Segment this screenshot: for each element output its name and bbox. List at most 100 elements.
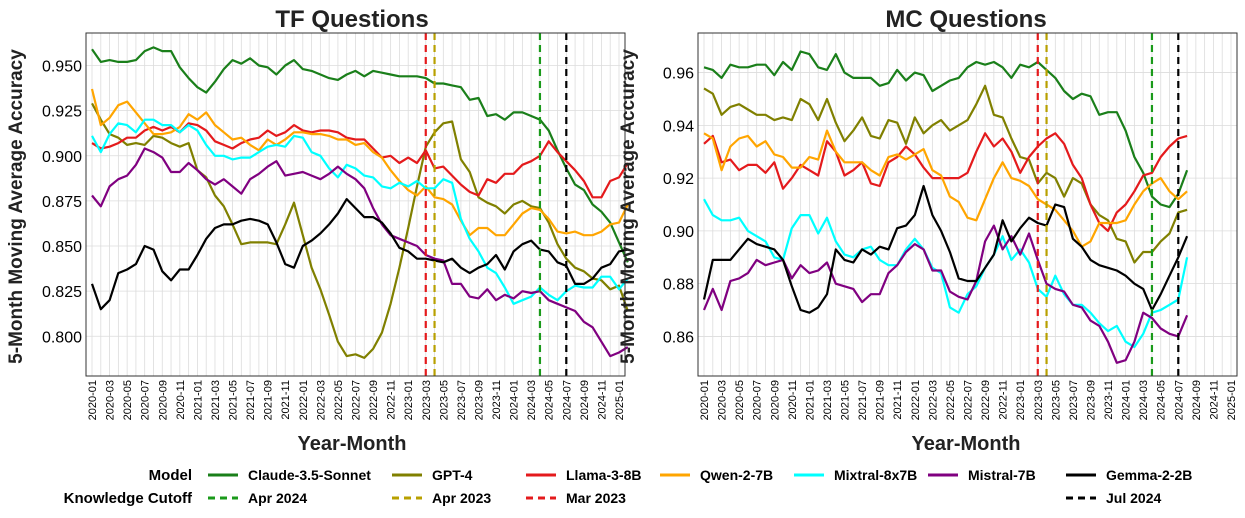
series-line-claude-3-5-sonnet [91,46,629,263]
x-tick-label: 2022-01 [910,380,922,420]
y-axis-label: 5-Month Moving Average Accuracy [618,49,639,364]
x-tick-label: 2023-05 [1050,380,1062,420]
x-tick-label: 2021-09 [263,380,275,420]
x-tick-label: 2021-09 [875,380,887,420]
legend-label-cutoff-apr-2023: Apr 2023 [432,490,491,506]
x-tick-label: 2021-03 [210,380,222,420]
x-tick-label: 2022-01 [298,380,310,420]
x-tick-label: 2022-03 [315,380,327,420]
legend-label-mistral-7b: Mistral-7B [968,467,1036,483]
x-tick-label: 2021-11 [280,380,292,420]
x-tick-label: 2022-09 [980,380,992,420]
x-tick-label: 2022-07 [351,380,363,420]
y-tick-label: 0.950 [42,58,82,75]
series-line-qwen-2-7b [703,129,1188,248]
y-tick-label: 0.88 [663,277,694,294]
chart-mc: 0.86 0.88 0.90 0.92 0.94 0.96 2020-01 2020-03 20… [618,6,1238,455]
legend-label-cutoff-apr-2024: Apr 2024 [248,490,307,506]
x-tick-label: 2024-01 [1121,380,1133,420]
x-tick-label: 2020-01 [87,380,99,420]
x-tick-label: 2021-11 [892,380,904,420]
x-tick-label: 2021-05 [228,380,240,420]
x-tick-label: 2024-11 [1208,380,1220,420]
series-line-llama-3-8b [703,132,1188,232]
x-tick-label: 2021-01 [192,380,204,420]
y-tick-label: 0.825 [42,284,82,301]
series-line-mixtral-8x7b [91,118,629,305]
x-tick-label: 2023-03 [421,380,433,420]
series-line-mistral-7b [91,147,629,358]
x-tick-label: 2023-07 [1068,380,1080,420]
x-tick-label: 2022-11 [386,380,398,420]
x-tick-label: 2020-09 [769,380,781,420]
x-tick-label: 2020-11 [175,380,187,420]
x-tick-label: 2020-03 [105,380,117,420]
y-tick-label: 0.90 [663,224,694,241]
legend: Model Knowledge Cutoff Claude-3.5-Sonnet GP… [64,467,1193,507]
x-tick-label: 2025-01 [614,380,626,420]
y-tick-label: 0.96 [663,66,694,83]
x-tick-label: 2024-05 [544,380,556,420]
legend-label-gemma-2-2b: Gemma-2-2B [1106,467,1192,483]
x-tick-label: 2021-07 [245,380,257,420]
x-tick-label: 2024-07 [561,380,573,420]
x-tick-label: 2025-01 [1226,380,1238,420]
y-axis-label: 5-Month Moving Average Accuracy [6,49,27,364]
legend-label-mixtral-8x7b: Mixtral-8x7B [834,467,917,483]
legend-label-claude-3-5-sonnet: Claude-3.5-Sonnet [248,467,371,483]
x-tick-label: 2024-03 [526,380,538,420]
x-tick-label: 2021-01 [804,380,816,420]
series-line-gpt-4 [91,102,629,359]
series-line-claude-3-5-sonnet [703,50,1189,209]
x-tick-label: 2024-11 [596,380,608,420]
x-tick-label: 2023-11 [491,380,503,420]
x-tick-label: 2024-01 [509,380,521,420]
x-tick-label: 2022-07 [963,380,975,420]
x-tick-label: 2023-01 [403,380,415,420]
y-tick-label: 0.92 [663,171,694,188]
x-tick-label: 2022-05 [333,380,345,420]
x-tick-label: 2020-01 [699,380,711,420]
x-axis-label: Year-Month [298,433,407,455]
x-axis-label: Year-Month [912,433,1021,455]
y-tick-label: 0.900 [42,149,82,166]
x-tick-label: 2022-09 [368,380,380,420]
series-line-mixtral-8x7b [703,198,1189,349]
legend-label-llama-3-8b: Llama-3-8B [566,467,641,483]
y-tick-label: 0.875 [42,194,82,211]
x-tick-label: 2020-07 [140,380,152,420]
x-tick-label: 2024-09 [579,380,591,420]
x-tick-label: 2022-11 [998,380,1010,420]
x-tick-label: 2020-05 [122,380,134,420]
series-line-qwen-2-7b [90,88,629,237]
x-tick-label: 2024-03 [1138,380,1150,420]
x-tick-label: 2021-03 [822,380,834,420]
x-tick-label: 2023-09 [1085,380,1097,420]
y-tick-label: 0.86 [663,329,694,346]
chart-title: TF Questions [275,6,428,33]
x-tick-label: 2023-01 [1015,380,1027,420]
x-tick-label: 2020-11 [787,380,799,420]
plot-border [85,32,626,377]
y-tick-label: 0.800 [42,329,82,346]
x-tick-label: 2021-05 [840,380,852,420]
series-line-gemma-2-2b [702,184,1189,314]
x-tick-label: 2023-03 [1033,380,1045,420]
y-tick-label: 0.925 [42,104,82,121]
series-line-gemma-2-2b [90,198,629,311]
y-tick-label: 0.94 [663,118,694,135]
x-tick-label: 2024-09 [1191,380,1203,420]
legend-label-qwen-2-7b: Qwen-2-7B [700,467,773,483]
chart-tf: 0.800 0.825 0.850 0.875 0.900 0.925 0.950 2020-… [6,6,629,455]
chart-title: MC Questions [885,6,1046,33]
x-tick-label: 2022-03 [927,380,939,420]
legend-label-cutoff-mar-2023: Mar 2023 [566,490,626,506]
legend-label-gpt-4: GPT-4 [432,467,473,483]
x-tick-label: 2022-05 [945,380,957,420]
x-tick-label: 2024-07 [1173,380,1185,420]
x-tick-label: 2020-09 [157,380,169,420]
plot-border [697,32,1238,377]
x-tick-label: 2021-07 [857,380,869,420]
x-tick-label: 2023-05 [438,380,450,420]
legend-model-heading: Model [149,467,192,484]
